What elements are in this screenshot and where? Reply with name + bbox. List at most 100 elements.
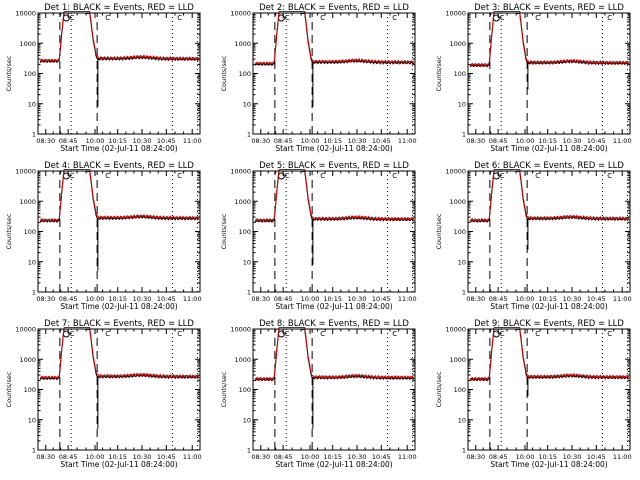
lld-series-line <box>254 327 415 381</box>
x-tick-label: 10:15 <box>538 453 557 461</box>
flag-label: C <box>285 330 290 338</box>
flag-label: C <box>285 14 290 22</box>
flag-label: C <box>392 14 397 22</box>
x-tick-label: 10:45 <box>157 295 176 303</box>
x-tick-label: 08:30 <box>36 137 55 145</box>
x-axis-label: Start Time (02-Jul-11 08:24:00) <box>60 144 177 153</box>
x-tick-label: 08:30 <box>36 295 55 303</box>
flag-label: C <box>607 330 612 338</box>
x-tick-label: 10:45 <box>157 137 176 145</box>
panel-det-5: Det 5: BLACK = Events, RED = LLD Counts/s… <box>220 161 417 311</box>
x-tick-label: 10:30 <box>563 453 582 461</box>
y-tick-label: 1 <box>32 289 36 297</box>
events-series-line <box>469 12 630 90</box>
panel-title: Det 7: BLACK = Events, RED = LLD <box>44 319 194 329</box>
lld-series-line <box>469 11 630 67</box>
flag-label: C <box>177 330 182 338</box>
panel-det-7: Det 7: BLACK = Events, RED = LLD Counts/s… <box>5 319 202 469</box>
x-tick-label: 10:15 <box>323 137 342 145</box>
lld-series-line <box>254 11 415 65</box>
x-tick-label: 10:45 <box>372 453 391 461</box>
panel-title: Det 5: BLACK = Events, RED = LLD <box>259 161 409 171</box>
x-axis-label: Start Time (02-Jul-11 08:24:00) <box>490 302 607 311</box>
y-tick-label: 10000 <box>15 326 36 334</box>
x-tick-label: 10:00 <box>86 453 105 461</box>
flag-label: C <box>70 172 75 180</box>
x-tick-label: 08:30 <box>466 453 485 461</box>
x-tick-label: 10:45 <box>587 137 606 145</box>
x-tick-label: 10:00 <box>301 453 320 461</box>
y-axis-label: Counts/sec <box>5 213 13 249</box>
y-tick-label: 1 <box>32 447 36 455</box>
x-tick-label: 08:30 <box>251 137 270 145</box>
flag-label: C <box>105 172 110 180</box>
x-tick-label: 10:30 <box>133 453 152 461</box>
y-tick-label: 1 <box>247 131 251 139</box>
x-tick-label: 10:00 <box>301 295 320 303</box>
y-axis-label: Counts/sec <box>220 213 228 249</box>
x-tick-label: 11:00 <box>183 453 202 461</box>
flag-label: C <box>105 330 110 338</box>
flag-label: C <box>500 14 505 22</box>
x-tick-label: 10:30 <box>348 453 367 461</box>
y-tick-label: 100 <box>239 228 251 236</box>
events-series-line <box>39 170 200 271</box>
x-tick-label: 11:00 <box>398 453 417 461</box>
flag-label: C <box>500 330 505 338</box>
y-tick-label: 1000 <box>449 40 466 48</box>
lld-series-line <box>469 327 630 381</box>
flag-label: C <box>70 330 75 338</box>
events-series-line <box>39 328 200 429</box>
panel-title: Det 4: BLACK = Events, RED = LLD <box>44 161 194 171</box>
x-tick-label: 10:45 <box>372 295 391 303</box>
panel-det-8: Det 8: BLACK = Events, RED = LLD Counts/s… <box>220 319 417 469</box>
flag-label: C <box>320 14 325 22</box>
plot-frame <box>467 12 631 135</box>
y-tick-label: 100 <box>24 70 36 78</box>
x-tick-label: 10:30 <box>563 137 582 145</box>
x-tick-label: 10:15 <box>108 137 127 145</box>
x-tick-label: 11:00 <box>613 137 632 145</box>
y-tick-label: 100 <box>239 70 251 78</box>
panel-title: Det 9: BLACK = Events, RED = LLD <box>474 319 624 329</box>
y-tick-label: 10000 <box>445 10 466 18</box>
plot-frame <box>37 328 201 451</box>
y-tick-label: 100 <box>454 70 466 78</box>
x-tick-label: 10:00 <box>516 295 535 303</box>
y-tick-label: 1000 <box>19 40 36 48</box>
y-tick-label: 1000 <box>449 356 466 364</box>
x-axis-label: Start Time (02-Jul-11 08:24:00) <box>275 302 392 311</box>
y-tick-label: 1 <box>247 447 251 455</box>
panel-det-1: Det 1: BLACK = Events, RED = LLD Counts/s… <box>5 3 202 153</box>
panel-title: Det 8: BLACK = Events, RED = LLD <box>259 319 409 329</box>
y-tick-label: 1 <box>462 131 466 139</box>
x-tick-label: 08:30 <box>36 453 55 461</box>
events-series-line <box>254 12 415 107</box>
plot-frame <box>252 328 416 451</box>
y-axis-label: Counts/sec <box>5 55 13 91</box>
x-tick-label: 10:30 <box>133 295 152 303</box>
y-tick-label: 10 <box>458 100 466 108</box>
panel-det-6: Det 6: BLACK = Events, RED = LLD Counts/s… <box>435 161 632 311</box>
y-tick-label: 100 <box>24 386 36 394</box>
x-tick-label: 10:15 <box>323 295 342 303</box>
x-tick-label: 08:45 <box>489 453 508 461</box>
flag-label: C <box>535 14 540 22</box>
flag-label: C <box>70 14 75 22</box>
x-axis-label: Start Time (02-Jul-11 08:24:00) <box>275 144 392 153</box>
x-tick-label: 10:15 <box>538 137 557 145</box>
x-tick-label: 10:30 <box>348 137 367 145</box>
events-series-line <box>39 12 200 107</box>
events-series-line <box>469 328 630 397</box>
x-tick-label: 08:45 <box>274 137 293 145</box>
x-axis-label: Start Time (02-Jul-11 08:24:00) <box>60 302 177 311</box>
y-tick-label: 10 <box>28 100 36 108</box>
y-axis-label: Counts/sec <box>435 55 443 91</box>
panel-det-3: Det 3: BLACK = Events, RED = LLD Counts/s… <box>435 3 632 153</box>
x-tick-label: 08:30 <box>466 295 485 303</box>
x-tick-label: 11:00 <box>613 453 632 461</box>
y-tick-label: 10 <box>243 100 251 108</box>
y-tick-label: 100 <box>454 228 466 236</box>
x-tick-label: 08:45 <box>59 453 78 461</box>
x-tick-label: 08:45 <box>274 453 293 461</box>
